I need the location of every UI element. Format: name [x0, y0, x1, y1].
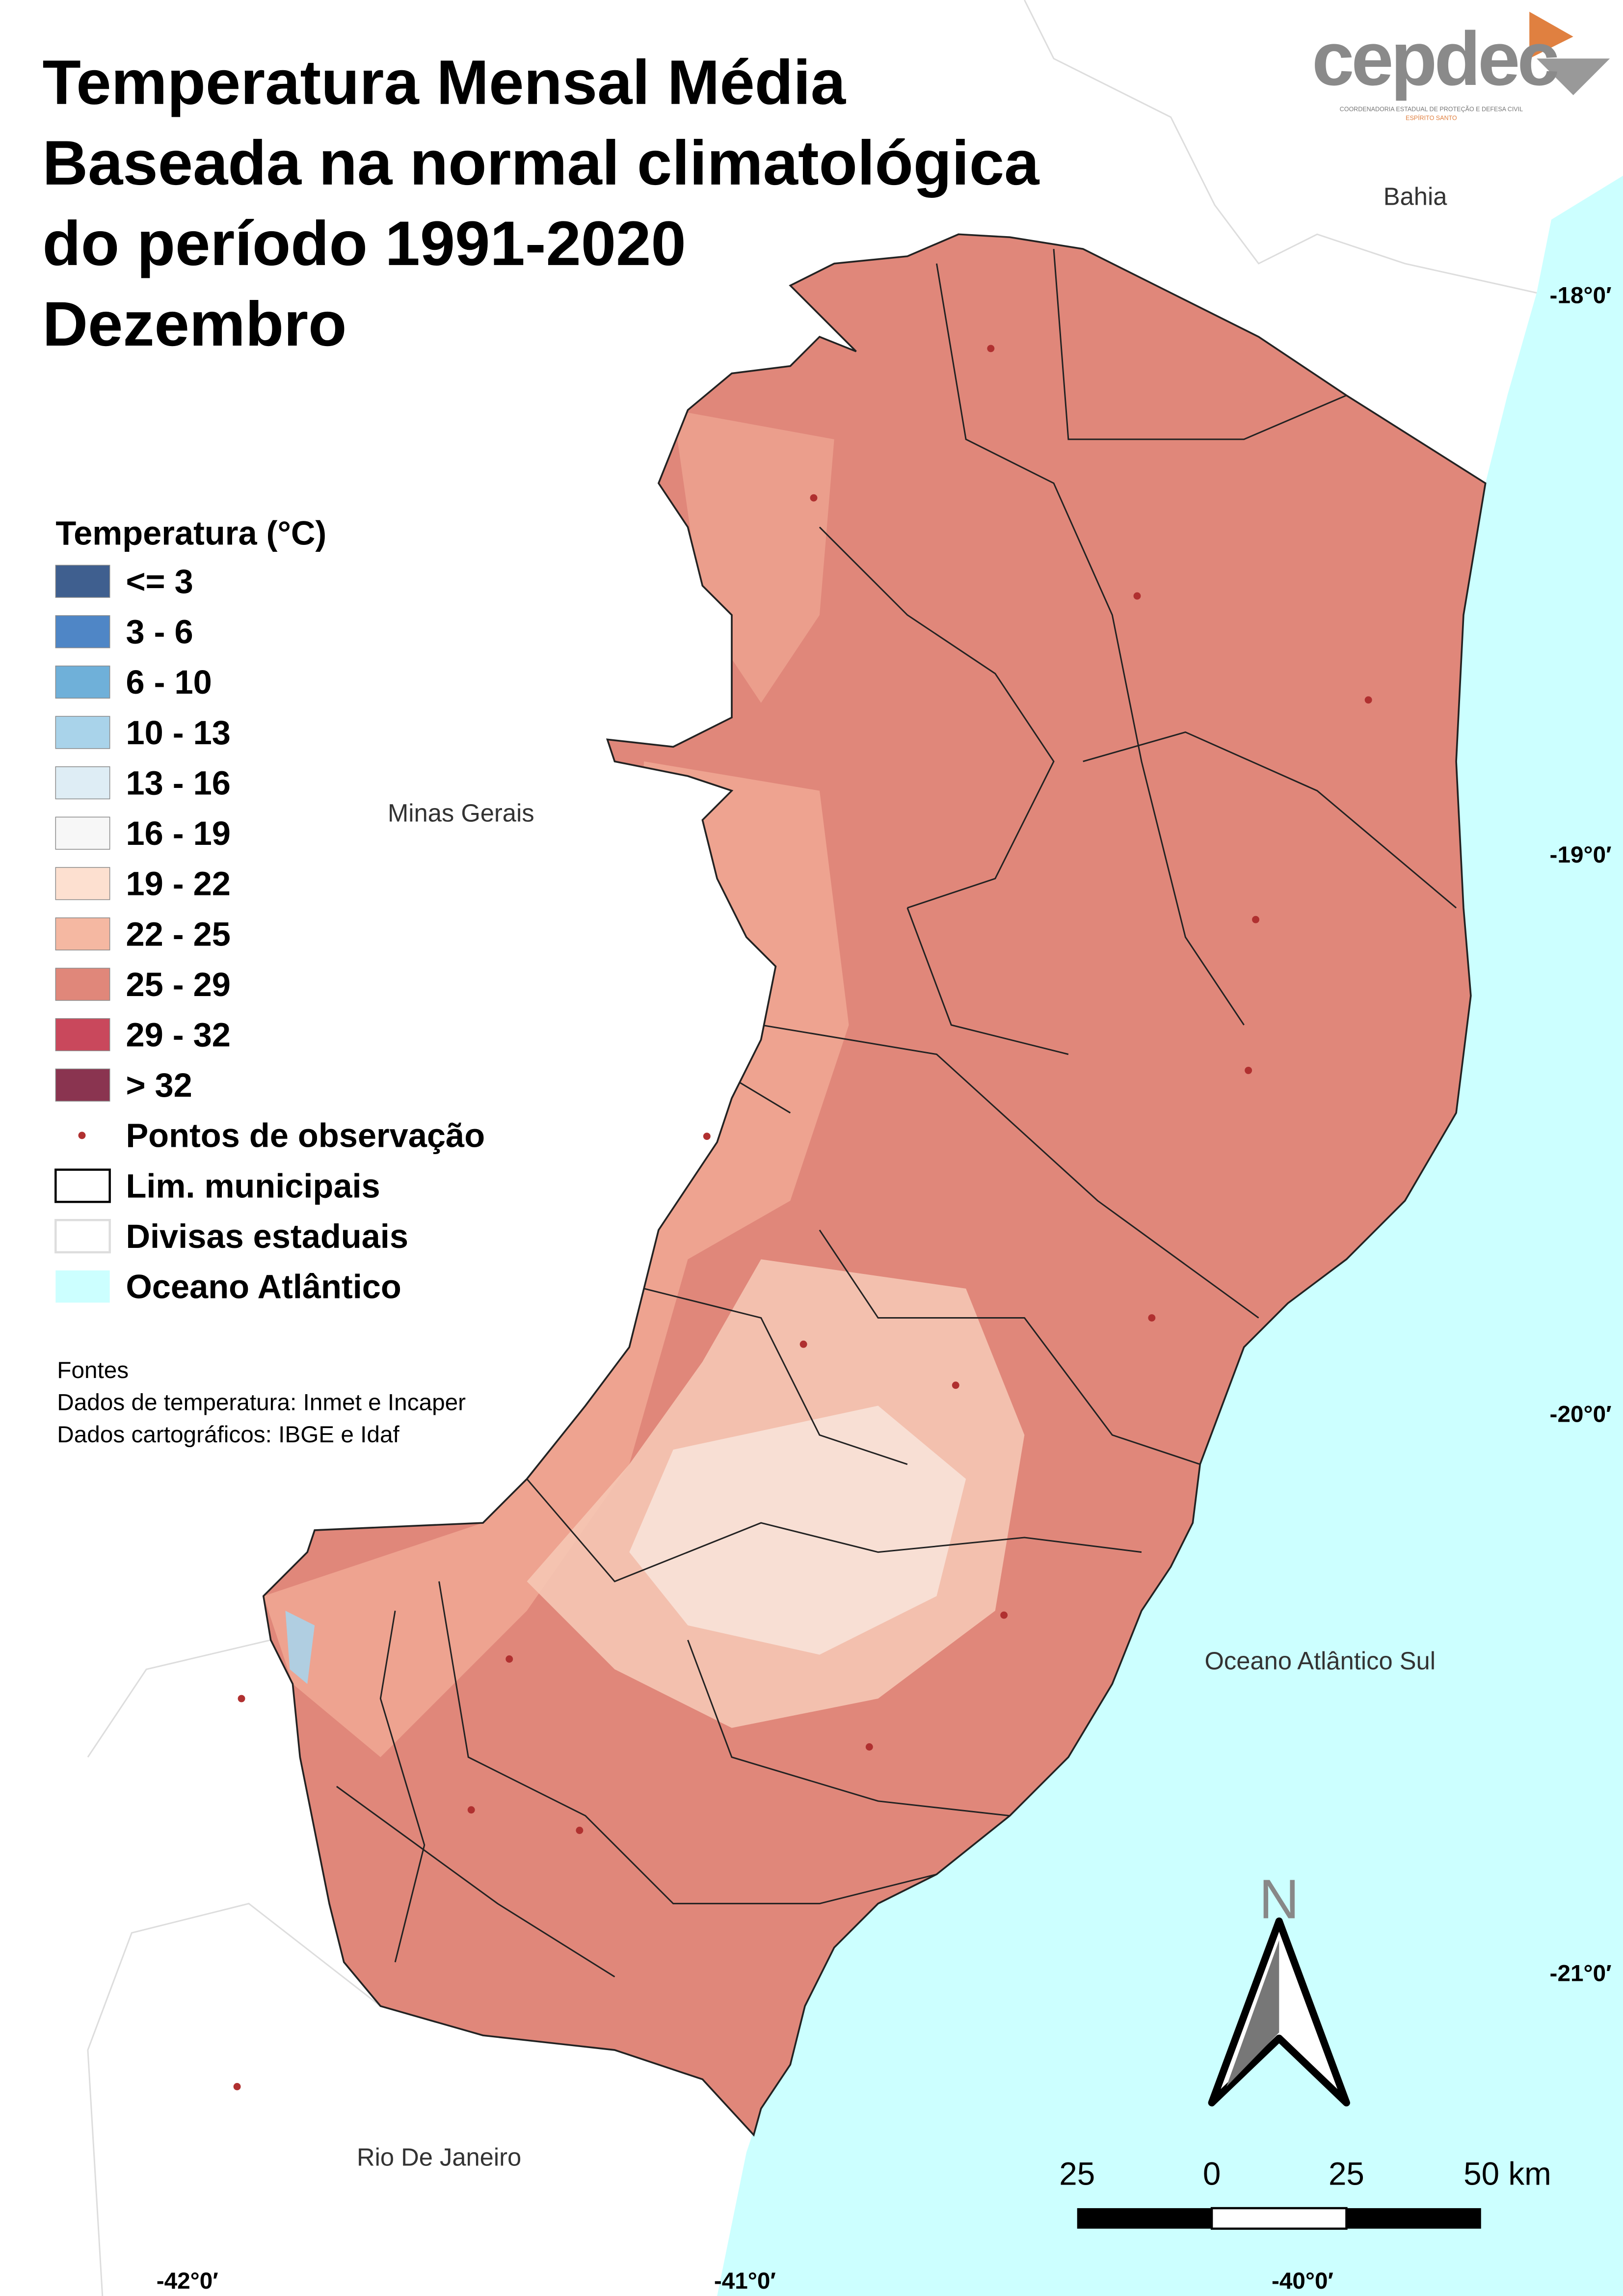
latitude-label: -20°0′ — [1550, 1401, 1612, 1427]
latitude-label: -18°0′ — [1550, 282, 1612, 308]
legend-label: 29 - 32 — [126, 1016, 230, 1054]
legend-label: Oceano Atlântico — [126, 1268, 401, 1306]
ocean — [717, 175, 1623, 2296]
state-border — [87, 0, 1537, 2296]
observation-points — [233, 345, 1372, 2090]
legend-swatch — [54, 1219, 111, 1254]
title-line: Dezembro — [42, 290, 347, 360]
legend-label: 6 - 10 — [126, 663, 212, 701]
place-label: Bahia — [1384, 183, 1447, 211]
legend-label: <= 3 — [126, 563, 193, 600]
logo-subtitle: ESPÍRITO SANTO — [1406, 114, 1457, 122]
source-line: Fontes — [57, 1359, 129, 1384]
legend-label: > 32 — [126, 1066, 192, 1104]
legend-label: 25 - 29 — [126, 966, 230, 1003]
legend-swatch — [55, 1068, 110, 1102]
legend-label: Divisas estaduais — [126, 1217, 408, 1255]
legend-swatch — [55, 665, 110, 699]
longitude-label: -41°0′ — [714, 2268, 776, 2294]
legend-swatch — [55, 565, 110, 598]
legend-swatch — [55, 917, 110, 950]
sources: Fontes Dados de temperatura: Inmet e Inca… — [57, 1356, 492, 1453]
place-label: Rio De Janeiro — [357, 2143, 521, 2171]
logo-name: cepdec — [1312, 16, 1557, 101]
title-line: Temperatura Mensal Média — [42, 48, 846, 119]
legend-label: Pontos de observação — [126, 1117, 485, 1155]
legend-label: 19 - 22 — [126, 865, 230, 903]
legend-label: 3 - 6 — [126, 613, 193, 651]
legend-swatch — [55, 1018, 110, 1052]
scale-label: 0 — [1203, 2156, 1221, 2191]
scale-label: 25 — [1329, 2156, 1364, 2191]
title-line: Baseada na normal climatológica — [42, 129, 1039, 199]
legend-label: 22 - 25 — [126, 915, 230, 953]
legend-label: Lim. municipais — [126, 1167, 380, 1205]
legend-label: 13 - 16 — [126, 764, 230, 802]
scale-label: 25 — [1059, 2156, 1095, 2191]
legend-point — [78, 1132, 86, 1139]
north-label: N — [1259, 1868, 1299, 1930]
legend-title: Temperatura (°C) — [55, 514, 326, 552]
place-label: Minas Gerais — [388, 799, 534, 827]
legend-swatch — [55, 816, 110, 850]
legend-swatch — [54, 1168, 111, 1203]
latitude-label: -19°0′ — [1550, 842, 1612, 868]
legend-swatch — [55, 1270, 110, 1303]
scale-label: 50 km — [1463, 2156, 1551, 2191]
legend-swatch — [55, 867, 110, 900]
legend-swatch — [55, 968, 110, 1001]
legend-swatch — [55, 766, 110, 800]
north-arrow — [1208, 1917, 1350, 2107]
source-line: Dados de temperatura: Inmet e Incaper — [57, 1391, 466, 1416]
logo-subtitle: COORDENADORIA ESTADUAL DE PROTEÇÃO E DEF… — [1340, 106, 1523, 113]
legend-swatch — [55, 615, 110, 648]
scale-bar — [1077, 2207, 1481, 2230]
legend-label: 16 - 19 — [126, 814, 230, 852]
title: Temperatura Mensal Média Baseada na norma… — [42, 44, 1039, 366]
logo — [1529, 11, 1610, 95]
latitude-label: -21°0′ — [1550, 1961, 1612, 1987]
title-line: do período 1991-2020 — [42, 209, 686, 280]
longitude-label: -42°0′ — [157, 2268, 218, 2294]
legend-swatch — [55, 716, 110, 749]
longitude-label: -40°0′ — [1272, 2268, 1333, 2294]
place-label: Oceano Atlântico Sul — [1205, 1647, 1436, 1675]
legend-label: 10 - 13 — [126, 714, 230, 752]
source-line: Dados cartográficos: IBGE e Idaf — [57, 1423, 399, 1448]
